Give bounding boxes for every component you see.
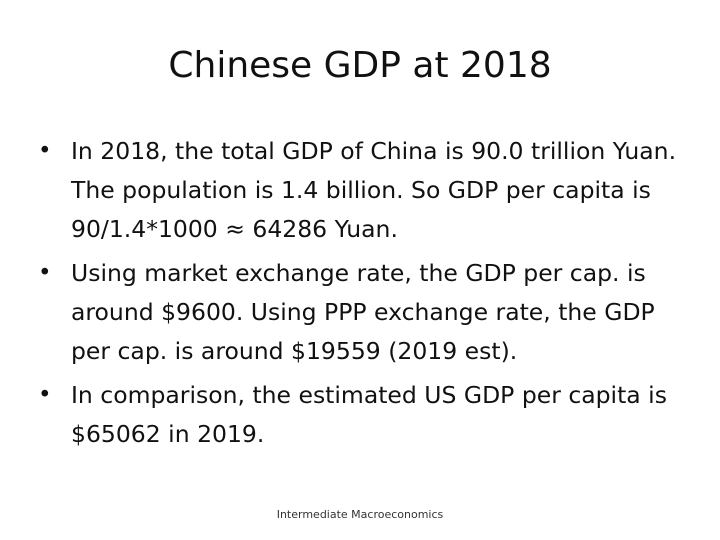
bullet-item: • Using market exchange rate, the GDP pe… (38, 254, 688, 371)
bullet-item: • In 2018, the total GDP of China is 90.… (38, 132, 688, 249)
bullet-text: In 2018, the total GDP of China is 90.0 … (71, 137, 677, 243)
bullet-item: • In comparison, the estimated US GDP pe… (38, 376, 688, 454)
bullet-text: In comparison, the estimated US GDP per … (71, 381, 667, 448)
bullet-marker: • (38, 382, 52, 408)
bullet-marker: • (38, 138, 52, 164)
bullet-list: • In 2018, the total GDP of China is 90.… (38, 132, 688, 459)
bullet-marker: • (38, 260, 52, 286)
slide-footer: Intermediate Macroeconomics (276, 508, 444, 521)
bullet-text: Using market exchange rate, the GDP per … (71, 259, 655, 365)
slide-title: Chinese GDP at 2018 (168, 45, 552, 86)
